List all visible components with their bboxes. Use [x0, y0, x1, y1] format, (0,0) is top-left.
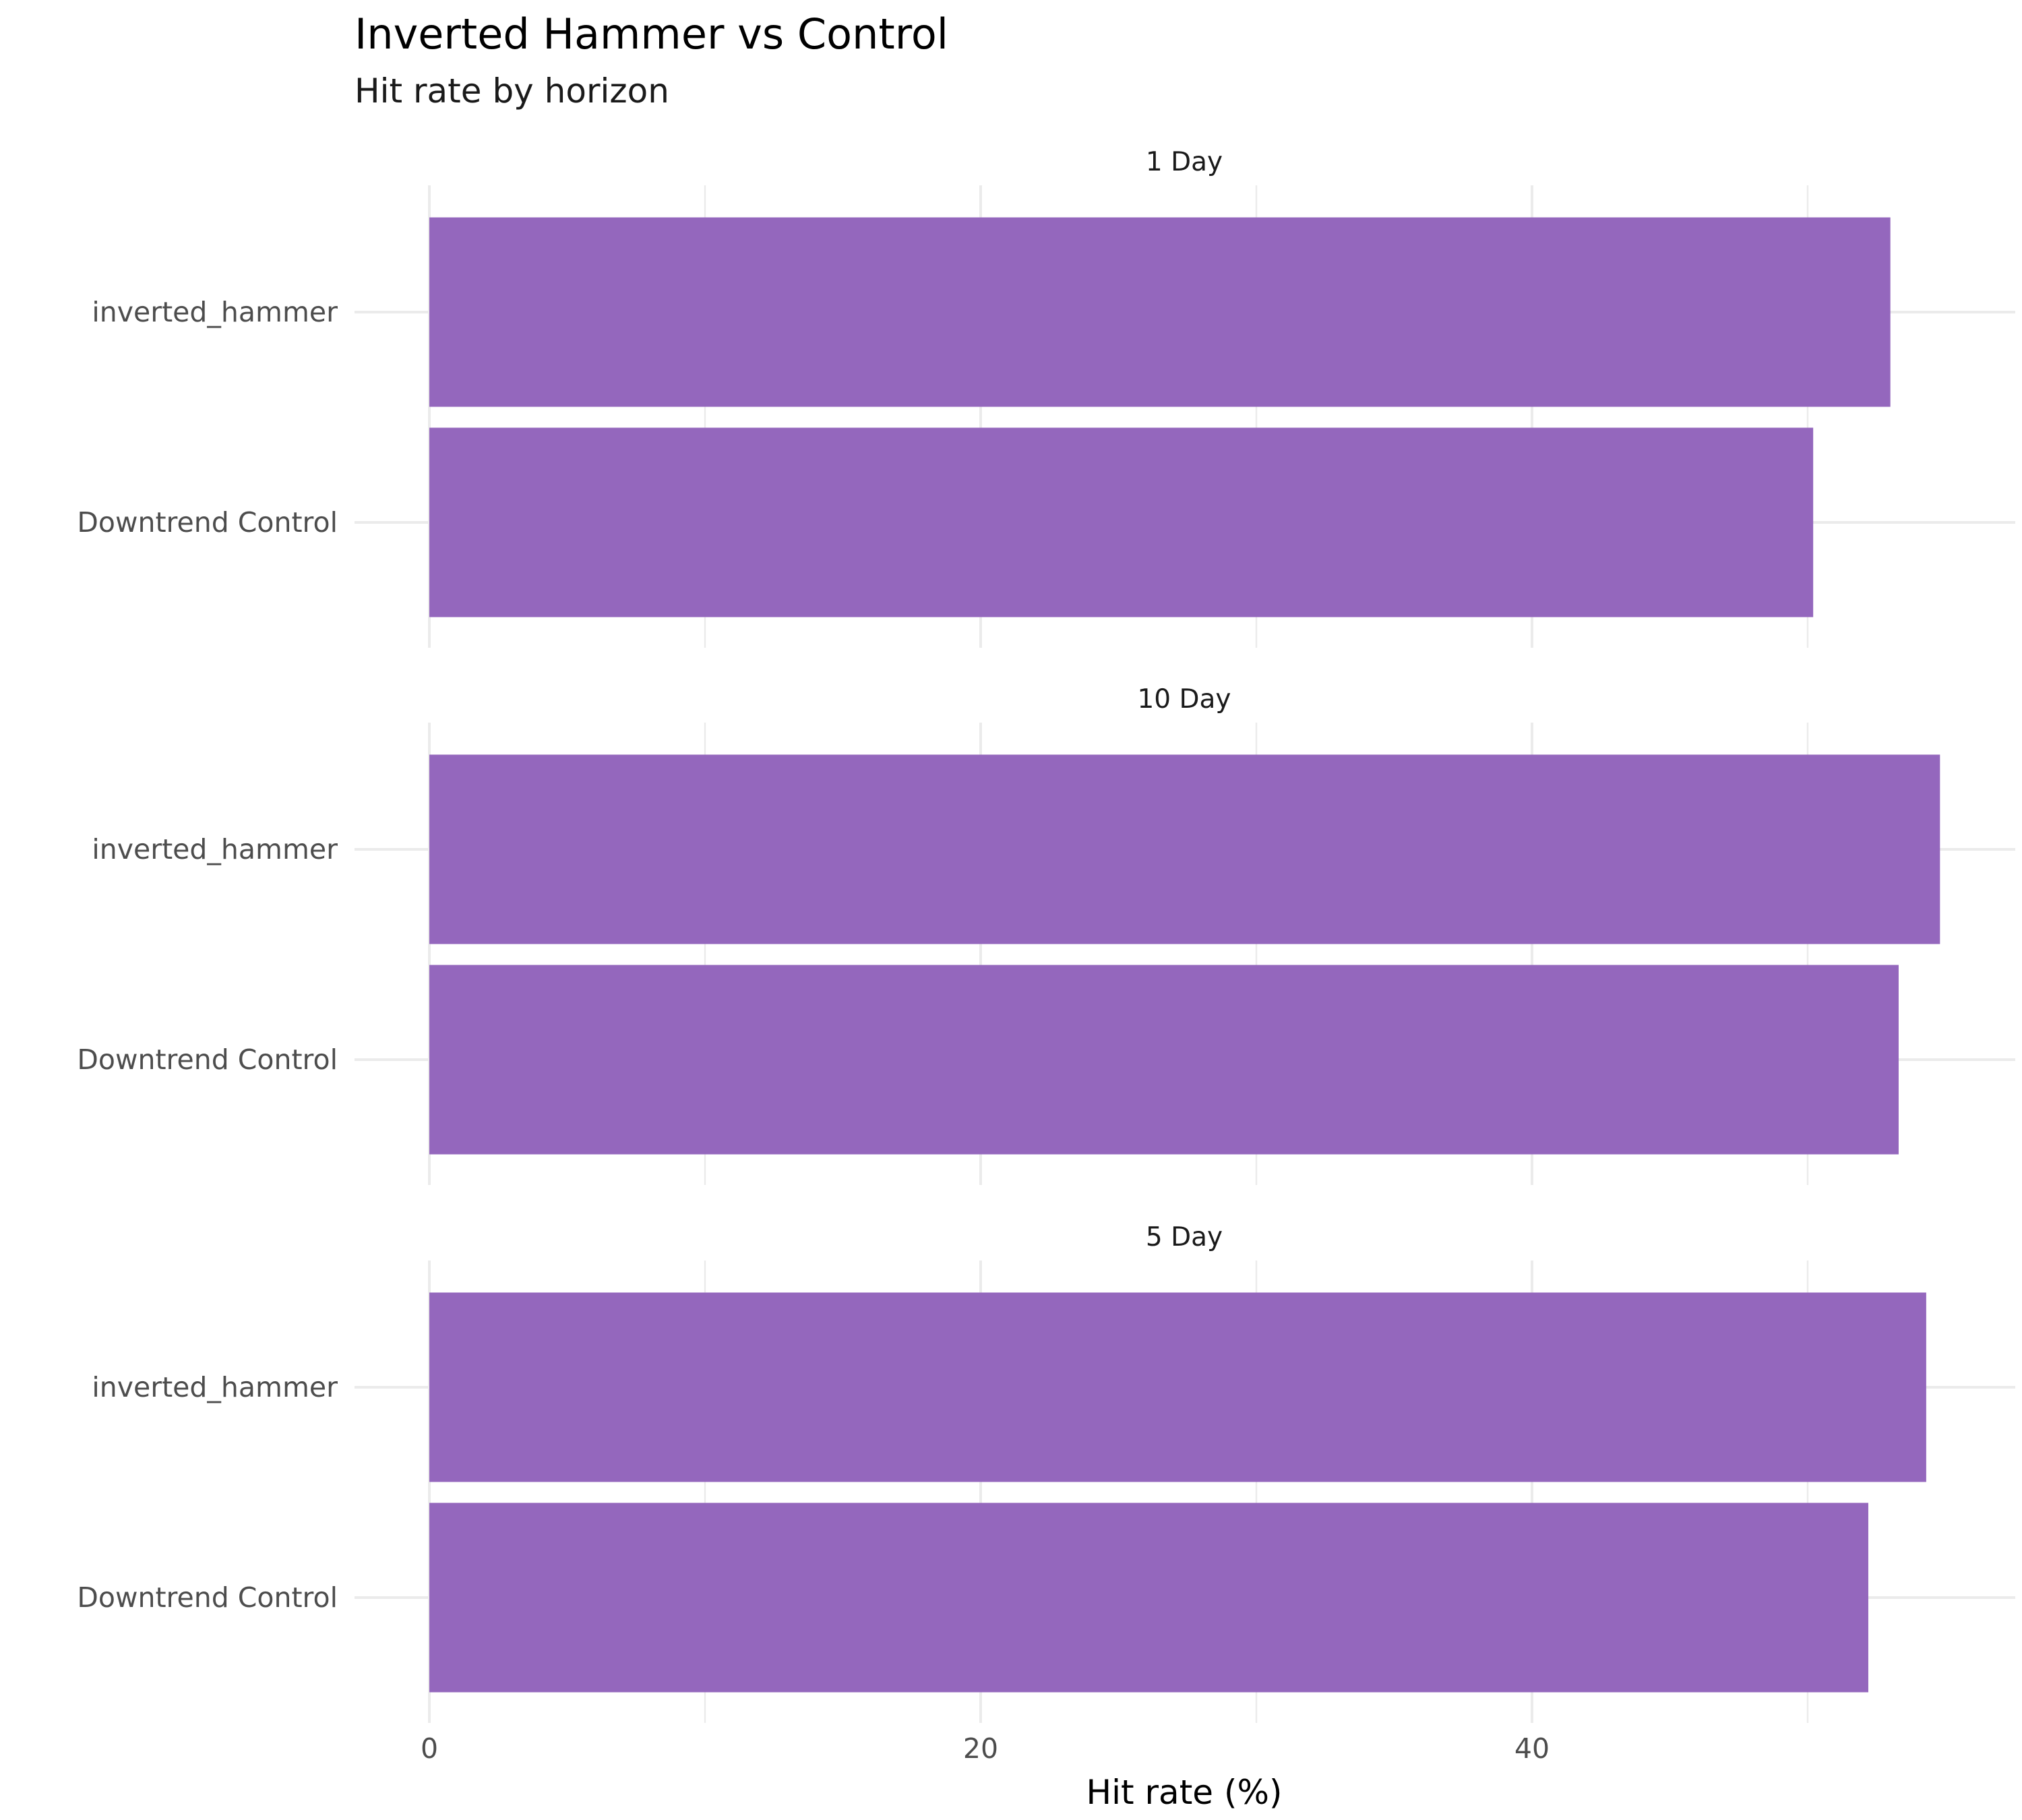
chart-title: Inverted Hammer vs Control	[355, 9, 948, 59]
facet-panel: 5 Day inverted_hammer Downtrend Control	[77, 1222, 2015, 1723]
bar	[429, 1292, 1926, 1482]
bar	[429, 1503, 1868, 1693]
y-tick-label: Downtrend Control	[77, 506, 338, 539]
chart-subtitle: Hit rate by horizon	[355, 71, 669, 111]
x-tick-label: 40	[1514, 1732, 1550, 1765]
facet-panel: 1 Day inverted_hammer Downtrend Control	[77, 147, 2015, 648]
y-tick-label: inverted_hammer	[92, 1371, 338, 1403]
x-tick-label: 20	[963, 1732, 998, 1765]
y-tick-label: inverted_hammer	[92, 296, 338, 328]
bar	[429, 754, 1940, 944]
bar	[429, 217, 1891, 407]
facet-panel: 10 Day inverted_hammer Downtrend Control	[77, 684, 2015, 1185]
y-tick-label: Downtrend Control	[77, 1581, 338, 1614]
x-axis-title: Hit rate (%)	[1086, 1773, 1283, 1812]
x-tick-label: 0	[421, 1732, 438, 1765]
y-tick-label: Downtrend Control	[77, 1043, 338, 1076]
facet-strip-label: 10 Day	[1137, 684, 1231, 715]
bar	[429, 427, 1814, 617]
bar	[429, 965, 1899, 1155]
y-tick-label: inverted_hammer	[92, 833, 338, 866]
facet-strip-label: 1 Day	[1146, 147, 1223, 177]
facet-strip-label: 5 Day	[1146, 1222, 1223, 1252]
x-axis: 0 20 40	[421, 1732, 1550, 1765]
